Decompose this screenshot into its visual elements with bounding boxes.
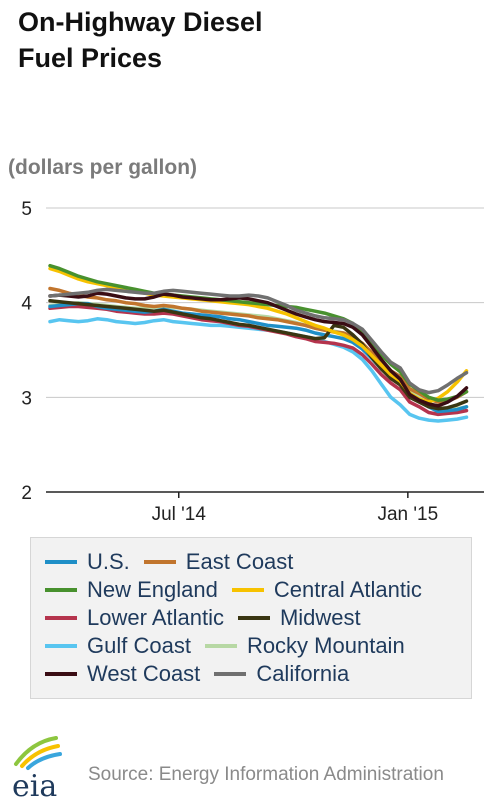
legend-item: Lower Atlantic — [45, 605, 224, 631]
y-tick-labels: 2 3 4 5 — [21, 199, 32, 504]
legend-swatch — [143, 560, 176, 564]
legend-label: Rocky Mountain — [246, 633, 405, 658]
y-axis-units-label: (dollars per gallon) — [8, 156, 198, 179]
legend-item: U.S. — [45, 549, 130, 575]
legend-label: Gulf Coast — [87, 633, 191, 658]
legend-item: Central Atlantic — [231, 577, 422, 603]
line-chart: 2 3 4 5 Jul '14 Jan '15 — [21, 199, 484, 525]
footer: eia Source: Energy Information Administr… — [0, 720, 500, 802]
legend-swatch — [45, 644, 77, 648]
eia-sun-rays-icon — [14, 736, 62, 770]
legend-item: West Coast — [45, 661, 200, 687]
legend-item: New England — [45, 577, 218, 603]
legend-swatch — [45, 560, 77, 564]
series-lines — [48, 263, 469, 423]
legend-label: Lower Atlantic — [87, 605, 224, 630]
y-tick-label: 4 — [21, 294, 32, 315]
legend-swatch — [204, 644, 237, 648]
legend-item: East Coast — [143, 549, 294, 575]
legend-item: Gulf Coast — [45, 633, 191, 659]
series-line-gulf-coast — [48, 317, 469, 423]
series-line-west-coast — [48, 291, 469, 408]
legend-item: California — [214, 661, 349, 687]
chart-title: On-Highway Diesel Fuel Prices — [18, 4, 263, 76]
legend-row: New England Central Atlantic — [45, 576, 436, 604]
legend-swatch — [45, 672, 77, 676]
legend-label: East Coast — [185, 549, 294, 574]
legend-label: West Coast — [87, 661, 201, 686]
series-line-midwest — [48, 299, 469, 411]
legend-swatch — [237, 616, 270, 620]
legend-swatch — [231, 588, 264, 592]
source-note: Source: Energy Information Administratio… — [88, 764, 444, 785]
legend-swatch — [45, 616, 77, 620]
y-tick-label: 3 — [21, 388, 32, 409]
grid-lines — [46, 207, 484, 493]
legend-label: Midwest — [279, 605, 361, 630]
chart-title-line-1: On-Highway Diesel — [18, 7, 263, 37]
legend-swatch — [45, 588, 77, 592]
legend-row: West Coast California — [45, 660, 363, 688]
x-tick-label: Jan '15 — [377, 504, 438, 525]
series-line-california — [48, 287, 469, 395]
legend-row: U.S. East Coast — [45, 548, 307, 576]
legend-item: Rocky Mountain — [204, 633, 405, 659]
eia-sun-logo: eia — [12, 736, 62, 802]
legend-label: U.S. — [87, 549, 130, 574]
series-line-new-england — [48, 263, 469, 402]
x-tick-label: Jul '14 — [152, 504, 207, 525]
eia-logo-text: eia — [12, 769, 57, 802]
chart-title-line-2: Fuel Prices — [18, 43, 163, 73]
legend-label: New England — [87, 577, 218, 602]
y-tick-label: 5 — [21, 199, 32, 220]
y-tick-label: 2 — [21, 483, 32, 504]
x-ticks: Jul '14 Jan '15 — [152, 492, 438, 525]
legend-row: Lower Atlantic Midwest — [45, 604, 375, 632]
legend-item: Midwest — [237, 605, 361, 631]
legend-label: California — [256, 661, 350, 686]
legend-row: Gulf Coast Rocky Mountain — [45, 632, 419, 660]
legend-swatch — [214, 672, 247, 676]
legend-label: Central Atlantic — [273, 577, 422, 602]
chart-legend: U.S. East Coast New England Central Atlanti… — [30, 537, 472, 699]
series-line-central-atlantic — [48, 266, 469, 404]
